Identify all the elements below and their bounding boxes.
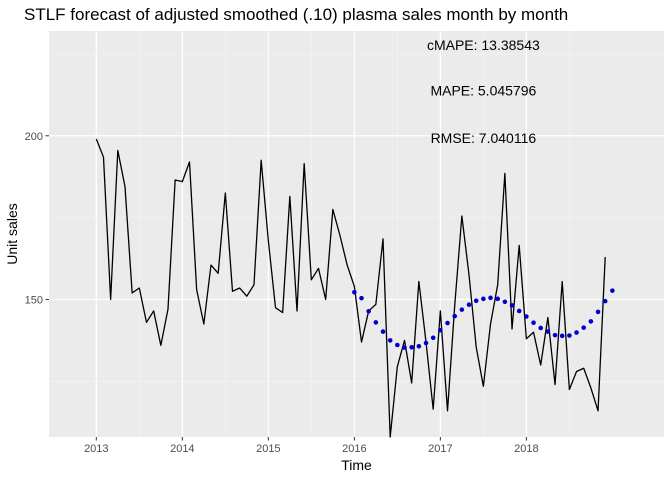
annotation-layer: cMAPE: 13.38543 MAPE: 5.045796 RMSE: 7.040… [427, 37, 540, 146]
forecast-point [502, 299, 508, 305]
forecast-point [423, 340, 429, 346]
forecast-point [409, 344, 414, 350]
forecast-point [459, 307, 465, 312]
forecast-point [516, 308, 522, 314]
forecast-point [610, 288, 615, 293]
y-axis-title: Unit sales [4, 203, 20, 264]
forecast-point [559, 333, 565, 339]
x-tick-label: 2016 [342, 443, 366, 455]
forecast-point [602, 298, 608, 304]
x-axis-title: Time [341, 457, 372, 473]
forecast-point [466, 302, 472, 308]
forecast-point [481, 296, 486, 302]
forecast-point [445, 320, 450, 326]
observed-series-line [95, 138, 606, 438]
forecast-point [495, 296, 501, 302]
y-tick-label: 200 [25, 131, 43, 143]
forecast-point [552, 332, 558, 338]
forecast-point [387, 338, 393, 343]
forecast-point [488, 295, 493, 301]
metric-annotation: MAPE: 5.045796 [430, 83, 536, 99]
x-tick-label: 2013 [84, 443, 108, 455]
forecast-point [373, 320, 379, 325]
forecast-point [416, 344, 422, 349]
forecast-point [438, 327, 443, 333]
x-tick-label: 2017 [428, 443, 452, 455]
forecast-point [473, 298, 479, 304]
plot-panel [49, 31, 664, 437]
x-tick-label: 2015 [256, 443, 280, 455]
axis-layer: 2013 2014 2015 2016 2017 2018 150 200 [25, 131, 539, 455]
forecast-point [509, 303, 515, 308]
forecast-point [588, 319, 594, 324]
major-gridlines [49, 31, 664, 437]
forecast-point [545, 329, 551, 334]
forecast-point [595, 309, 601, 315]
forecast-point [352, 289, 357, 295]
forecast-point [567, 333, 572, 338]
metric-annotation: cMAPE: 13.38543 [427, 37, 540, 53]
forecast-point [359, 295, 364, 301]
forecast-point [430, 335, 436, 341]
metric-annotation: RMSE: 7.040116 [431, 130, 537, 146]
forecast-point [524, 314, 529, 319]
x-tick-label: 2018 [514, 443, 538, 455]
forecast-point [574, 330, 579, 335]
forecast-point [402, 345, 407, 350]
forecast-point [395, 342, 400, 348]
forecast-point [366, 308, 371, 314]
forecast-point [538, 325, 544, 331]
forecast-point [531, 320, 536, 326]
y-tick-label: 150 [25, 294, 43, 306]
series-layer [95, 138, 615, 438]
forecast-point [452, 313, 458, 319]
minor-gridlines [49, 31, 664, 437]
forecast-point [380, 329, 386, 334]
x-tick-label: 2014 [170, 443, 194, 455]
chart-title: STLF forecast of adjusted smoothed (.10)… [24, 5, 568, 24]
forecast-point [581, 325, 587, 330]
